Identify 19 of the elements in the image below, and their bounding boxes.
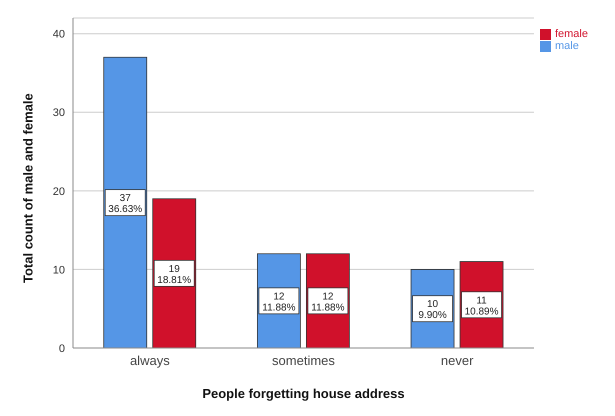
x-tick-label: never <box>440 353 474 368</box>
y-axis-title: Total count of male and female <box>20 93 36 283</box>
data-label: 12 11.88% <box>311 291 345 314</box>
y-tick-label: 40 <box>52 28 65 41</box>
y-tick-label: 10 <box>52 264 65 276</box>
y-tick-label: 30 <box>52 107 65 120</box>
x-tick-label: always <box>130 353 170 368</box>
legend-label: male <box>554 40 579 52</box>
data-label: 37 36.63% <box>108 193 142 216</box>
x-tick-label: sometimes <box>272 353 336 368</box>
data-label: 10 9.90% <box>418 299 447 322</box>
data-label: 19 18.81% <box>157 264 192 286</box>
bar <box>103 56 148 348</box>
x-axis-title: People forgetting house address <box>202 386 405 401</box>
data-label: 12 11.88% <box>262 291 296 314</box>
legend-label: female <box>554 28 588 40</box>
y-tick-label: 0 <box>58 342 65 355</box>
data-label: 11 10.89% <box>464 295 499 318</box>
y-tick-label: 20 <box>52 186 65 198</box>
